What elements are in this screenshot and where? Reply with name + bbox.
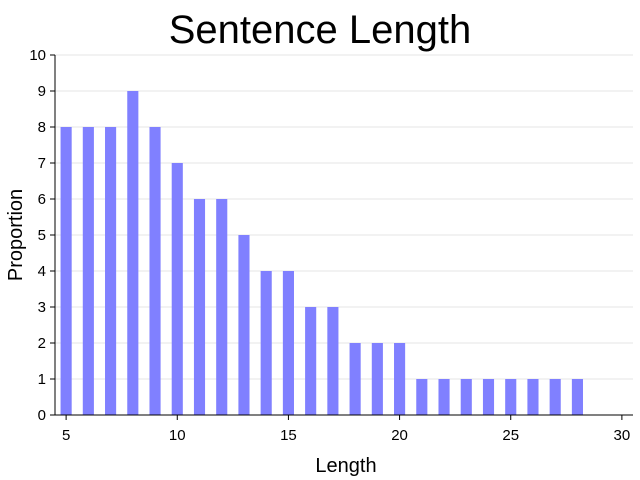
y-tick-label: 0	[38, 407, 46, 424]
x-tick-label: 25	[502, 427, 519, 444]
y-tick-label: 1	[38, 371, 46, 388]
bar	[482, 379, 495, 415]
bar	[105, 127, 117, 415]
bar	[327, 307, 339, 415]
bar	[260, 271, 272, 415]
bar	[438, 379, 450, 415]
bar	[60, 127, 72, 415]
y-ticks: 0 1 2 3 4 5 6 7 8 9 10	[29, 47, 55, 424]
bars	[60, 91, 583, 415]
bar	[416, 379, 428, 415]
bar	[171, 163, 183, 415]
y-tick-label: 4	[38, 263, 46, 280]
x-axis-label: Length	[315, 455, 376, 477]
x-tick-label: 5	[62, 427, 70, 444]
y-tick-label: 3	[38, 299, 46, 316]
bar	[527, 379, 539, 415]
chart-title: Sentence Length	[169, 8, 471, 52]
y-tick-label: 7	[38, 155, 46, 172]
y-tick-label: 6	[38, 191, 46, 208]
y-axis-label: Proportion	[5, 189, 27, 281]
bar	[349, 343, 361, 415]
x-tick-label: 30	[614, 427, 631, 444]
bar	[394, 343, 406, 415]
y-tick-label: 9	[38, 83, 46, 100]
bar	[193, 199, 206, 415]
y-tick-label: 5	[38, 227, 46, 244]
bar	[216, 199, 228, 415]
bar	[371, 343, 383, 415]
bar	[82, 127, 94, 415]
bar	[282, 271, 294, 415]
x-ticks: 5 10 15 20 25 30	[62, 415, 630, 444]
x-tick-label: 15	[280, 427, 297, 444]
bar	[127, 91, 139, 415]
bar	[238, 235, 250, 415]
bar	[305, 307, 317, 415]
bar	[549, 379, 561, 415]
x-tick-label: 10	[169, 427, 186, 444]
y-tick-label: 8	[38, 119, 46, 136]
bar	[571, 379, 583, 415]
grid	[55, 54, 633, 380]
x-tick-label: 20	[391, 427, 408, 444]
bar	[505, 379, 517, 415]
bar	[149, 127, 161, 415]
bar	[460, 379, 472, 415]
y-tick-label: 2	[38, 335, 46, 352]
y-tick-label: 10	[29, 47, 46, 64]
